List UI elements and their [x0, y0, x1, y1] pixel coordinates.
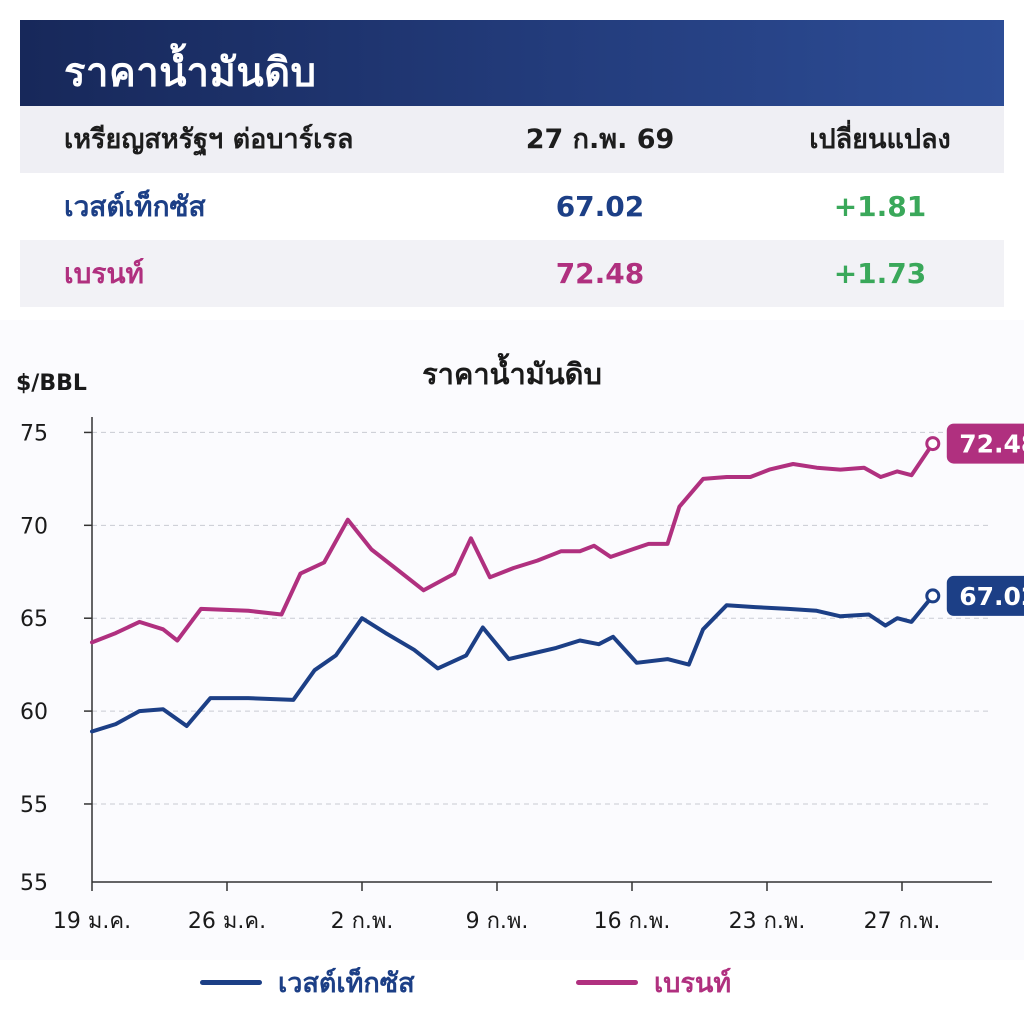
oil-price-line-chart: ราคาน้ำมันดิบ $/BBL 67.02 72.48 75 70 65 60 5…: [0, 320, 1024, 960]
x-tick-label: 19 ม.ค.: [53, 909, 131, 934]
x-tick-label: 9 ก.พ.: [466, 909, 529, 934]
row-name-brent: เบรนท์: [64, 257, 144, 290]
y-axis-unit-label: $/BBL: [16, 371, 87, 396]
y-tick-label: 75: [20, 421, 48, 446]
legend-swatch-wti: [200, 979, 262, 985]
table-header-row: เหรียญสหรัฐฯ ต่อบาร์เรล 27 ก.พ. 69 เปลี่…: [20, 106, 1004, 173]
x-tick-label: 23 ก.พ.: [729, 909, 806, 934]
y-tick-label: 65: [20, 607, 48, 632]
end-value-label: 72.48: [959, 430, 1024, 459]
x-tick-label: 26 ม.ค.: [188, 909, 266, 934]
page-title: ราคาน้ำมันดิบ: [64, 50, 317, 96]
legend-item-wti: เวสต์เท็กซัส: [200, 960, 415, 1004]
x-tick-label: 2 ก.พ.: [331, 909, 394, 934]
chart-title: ราคาน้ำมันดิบ: [422, 352, 602, 391]
column-header-change: เปลี่ยนแปลง: [809, 124, 951, 155]
x-tick-label: 27 ก.พ.: [864, 909, 941, 934]
column-header-unit: เหรียญสหรัฐฯ ต่อบาร์เรล: [64, 124, 354, 155]
row-price-wti: 67.02: [555, 190, 645, 223]
row-change-wti: +1.81: [833, 190, 927, 223]
row-price-brent: 72.48: [555, 257, 645, 290]
legend-item-brent: เบรนท์: [576, 960, 731, 1004]
price-table: เหรียญสหรัฐฯ ต่อบาร์เรล 27 ก.พ. 69 เปลี่…: [20, 106, 1004, 307]
column-header-date: 27 ก.พ. 69: [525, 124, 675, 155]
legend-label-brent: เบรนท์: [654, 967, 732, 999]
x-tick-label: 16 ก.พ.: [594, 909, 671, 934]
end-value-badge: [946, 575, 1024, 616]
y-tick-label: 55: [20, 871, 48, 896]
end-value-badge: [946, 423, 1024, 464]
table-row-brent: เบรนท์ 72.48 +1.73: [20, 240, 1004, 307]
end-value-label: 67.02: [959, 582, 1024, 611]
series-line-wti: [90, 593, 935, 734]
legend-swatch-brent: [576, 979, 638, 985]
end-point-marker: [925, 436, 941, 452]
y-tick-label: 60: [20, 700, 48, 725]
row-change-brent: +1.73: [833, 257, 927, 290]
series-line-brent: [90, 441, 935, 645]
legend-label-wti: เวสต์เท็กซัส: [278, 967, 415, 999]
chart-background: [0, 320, 1024, 960]
table-row-wti: เวสต์เท็กซัส 67.02 +1.81: [20, 173, 1004, 240]
title-banner: ราคาน้ำมันดิบ: [20, 20, 1004, 106]
y-tick-label: 55: [20, 793, 48, 818]
y-tick-label: 70: [20, 514, 48, 539]
end-point-marker: [925, 588, 941, 604]
row-name-wti: เวสต์เท็กซัส: [64, 190, 206, 223]
